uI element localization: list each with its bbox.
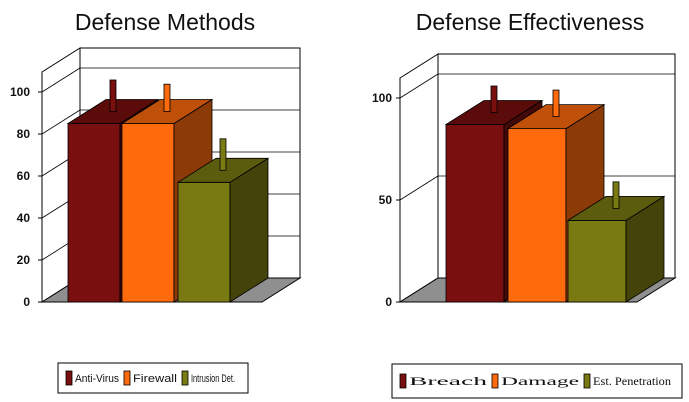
legend-swatch — [399, 373, 407, 389]
legend-label: Intrusion Det. — [191, 373, 235, 385]
chart-2: Defense Effectiveness 0 50 100 Breach Damage E… — [372, 9, 683, 399]
legend-swatch — [65, 370, 73, 386]
error-bar — [163, 83, 171, 112]
y-tick-label: 40 — [17, 211, 31, 225]
bar-front — [67, 123, 121, 303]
legend-label: Breach — [409, 374, 487, 388]
legend: Anti-Virus Firewall Intrusion Det. — [57, 362, 249, 394]
y-tick-label: 100 — [372, 91, 392, 105]
gridline-diag — [41, 67, 81, 93]
legend-swatch — [123, 370, 131, 386]
y-tick-label: 0 — [385, 295, 392, 309]
bar-front — [177, 181, 231, 303]
y-tick-label: 80 — [17, 127, 31, 141]
y-tick-label: 60 — [17, 169, 31, 183]
chart-1: Defense Methods 0 20 40 60 80 100 Anti-Virus Fir… — [10, 9, 302, 394]
error-bar — [490, 85, 498, 113]
bar-front — [507, 128, 567, 303]
legend-label: Firewall — [133, 373, 177, 385]
legend-swatch — [491, 373, 499, 389]
y-tick-label: 20 — [17, 253, 31, 267]
error-bar — [219, 138, 227, 171]
legend-swatch — [583, 373, 591, 389]
legend-box — [57, 362, 249, 394]
legend-label: Anti-Virus — [75, 373, 119, 385]
gridline-diag — [399, 175, 439, 201]
error-bar — [109, 79, 117, 112]
chart-title: Defense Methods — [75, 9, 255, 35]
gridline-diag — [399, 73, 439, 99]
side-wall — [399, 53, 439, 303]
error-bar — [552, 89, 560, 118]
legend-box — [391, 363, 683, 399]
gridline-diag — [41, 109, 81, 135]
legend-label: Est. Penetration — [593, 374, 671, 388]
bar — [176, 138, 270, 303]
bar — [566, 181, 666, 303]
bar-side — [229, 157, 269, 303]
bar-front — [567, 219, 627, 303]
legend-label: Damage — [501, 374, 579, 388]
chart-title: Defense Effectiveness — [416, 9, 644, 35]
y-tick-label: 0 — [23, 295, 30, 309]
legend: Breach Damage Est. Penetration — [391, 363, 683, 399]
y-tick-label: 100 — [10, 85, 30, 99]
error-bar — [612, 181, 620, 209]
legend-swatch — [181, 370, 189, 386]
bar-front — [445, 124, 505, 303]
bar-front — [121, 123, 175, 303]
y-tick-label: 50 — [379, 193, 393, 207]
